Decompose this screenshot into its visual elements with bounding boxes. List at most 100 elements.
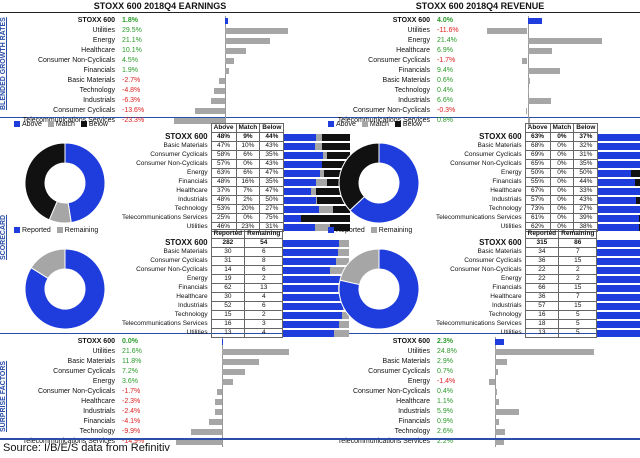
stacked-bar-cell [284, 205, 351, 214]
table-row: Financials 48% 16% 35% [120, 177, 351, 187]
category-label: Utilities [92, 27, 115, 34]
stacked-bar-cell [597, 239, 640, 248]
category-label: Basic Materials [382, 358, 430, 365]
table-cell: 9% [235, 132, 261, 142]
row-label: Basic Materials [163, 248, 208, 255]
bar-mark [222, 349, 290, 355]
bar-row: Consumer Cyclicals 0.7% [325, 367, 625, 377]
data-label: -23.3% [122, 117, 145, 124]
bar-row: Consumer Non-Cyclicals 0.4% [325, 387, 625, 397]
stacked-bar [284, 160, 351, 168]
table-row: Energy 19 2 [120, 274, 350, 284]
bar-row: Consumer Non-Cyclicals -0.3% [325, 106, 625, 116]
table-cell: 50% [573, 168, 599, 178]
table-cell: 6 [244, 247, 284, 257]
bar-mark [495, 429, 506, 435]
stacked-bar-segment [598, 151, 640, 159]
stacked-bar-cell [283, 248, 350, 257]
row-label: Utilities [186, 223, 208, 230]
category-label: Energy [92, 378, 115, 385]
stacked-bar-segment [300, 214, 351, 222]
bar-mark [521, 58, 528, 64]
stacked-bar-segment [636, 196, 640, 204]
row-label: Technology [488, 311, 522, 318]
row-label: Healthcare [176, 187, 208, 194]
data-label: 6.6% [437, 97, 453, 104]
row-label: STOXX 600 [165, 238, 208, 247]
stacked-bar-cell [283, 239, 350, 248]
table-cell: 33% [573, 186, 599, 196]
stacked-bar [597, 248, 640, 256]
bar-row: Energy 21.1% [10, 36, 310, 46]
row-label: Utilities [500, 223, 522, 230]
data-label: 0.9% [437, 418, 453, 425]
stacked-bar-segment [598, 142, 640, 150]
column-header: Match [549, 123, 575, 133]
data-label: 9.4% [437, 67, 453, 74]
legend-swatch [361, 121, 368, 128]
table-row: STOXX 600 315 86 [434, 238, 640, 248]
stacked-bar-cell [598, 214, 640, 223]
bar-mark [209, 419, 223, 425]
bar-mark [527, 98, 551, 104]
stacked-bar [597, 266, 640, 274]
stacked-bar-cell [283, 320, 350, 329]
stacked-bar-segment [323, 151, 328, 159]
bar-mark [224, 48, 247, 54]
table-cell: 5 [558, 319, 598, 329]
donut-chart [338, 248, 420, 330]
category-label: Telecommunications Services [22, 438, 115, 445]
table-row: Telecommunications Services 18 5 [434, 319, 640, 329]
row-label: Telecommunications Services [122, 320, 208, 327]
row-label: Basic Materials [163, 142, 208, 149]
table-row: Telecommunications Services 25% 0% 75% [120, 213, 351, 223]
revenue-surprise-chart: STOXX 600 2.3% Utilities 24.8% Basic Materia… [325, 337, 625, 449]
data-label: 4.5% [122, 57, 138, 64]
table-row: Utilities 13 4 [120, 328, 350, 338]
row-label: Basic Materials [477, 142, 522, 149]
stacked-bar [598, 214, 640, 222]
data-label: -9.9% [122, 428, 141, 435]
bar-row: Technology 2.6% [325, 427, 625, 437]
bar-mark [489, 379, 495, 385]
table-cell: 36 [524, 256, 560, 266]
row-label: STOXX 600 [479, 238, 522, 247]
table-cell: 13 [244, 283, 284, 293]
stacked-bar-cell [283, 329, 350, 338]
row-label: Consumer Non-Cyclicals [136, 266, 208, 273]
data-label: 21.4% [437, 37, 457, 44]
legend-label: Above [22, 121, 42, 128]
stacked-bar-segment [284, 187, 312, 195]
bar-row: Basic Materials 2.9% [325, 357, 625, 367]
category-label: STOXX 600 [77, 338, 115, 345]
table-cell: 57 [524, 301, 560, 311]
surprise-section-label: SURPRISE FACTORS [0, 360, 7, 432]
stacked-bar-segment [598, 169, 632, 177]
table-cell: 6 [244, 301, 284, 311]
stacked-bar-segment [283, 320, 339, 328]
table-cell: 18 [524, 319, 560, 329]
table-cell: 34 [524, 247, 560, 257]
stacked-bar [597, 320, 640, 328]
stacked-bar-segment [338, 320, 350, 328]
table-cell: 13 [210, 328, 246, 338]
stacked-bar-cell [598, 178, 640, 187]
stacked-bar [284, 214, 351, 222]
bar-mark [215, 399, 223, 405]
table-row: Financials 62 13 [120, 283, 350, 293]
donut-slice-reported [24, 248, 106, 330]
category-label: Technology [79, 87, 115, 94]
category-label: Basic Materials [67, 358, 115, 365]
stacked-bar-segment [322, 160, 351, 168]
table-header-row: Reported Remaining [120, 229, 349, 239]
table-row: Consumer Non-Cyclicals 57% 0% 43% [120, 159, 351, 169]
table-cell: 6 [244, 265, 284, 275]
data-label: 0.0% [122, 338, 138, 345]
donut-slice-remaining [30, 248, 66, 280]
bar-row: Healthcare -2.3% [10, 397, 310, 407]
table-cell: 43% [259, 159, 285, 169]
stacked-bar-cell [597, 266, 640, 275]
bar-mark [195, 108, 225, 114]
row-label: Financials [492, 178, 522, 185]
stacked-bar-segment [283, 293, 342, 301]
